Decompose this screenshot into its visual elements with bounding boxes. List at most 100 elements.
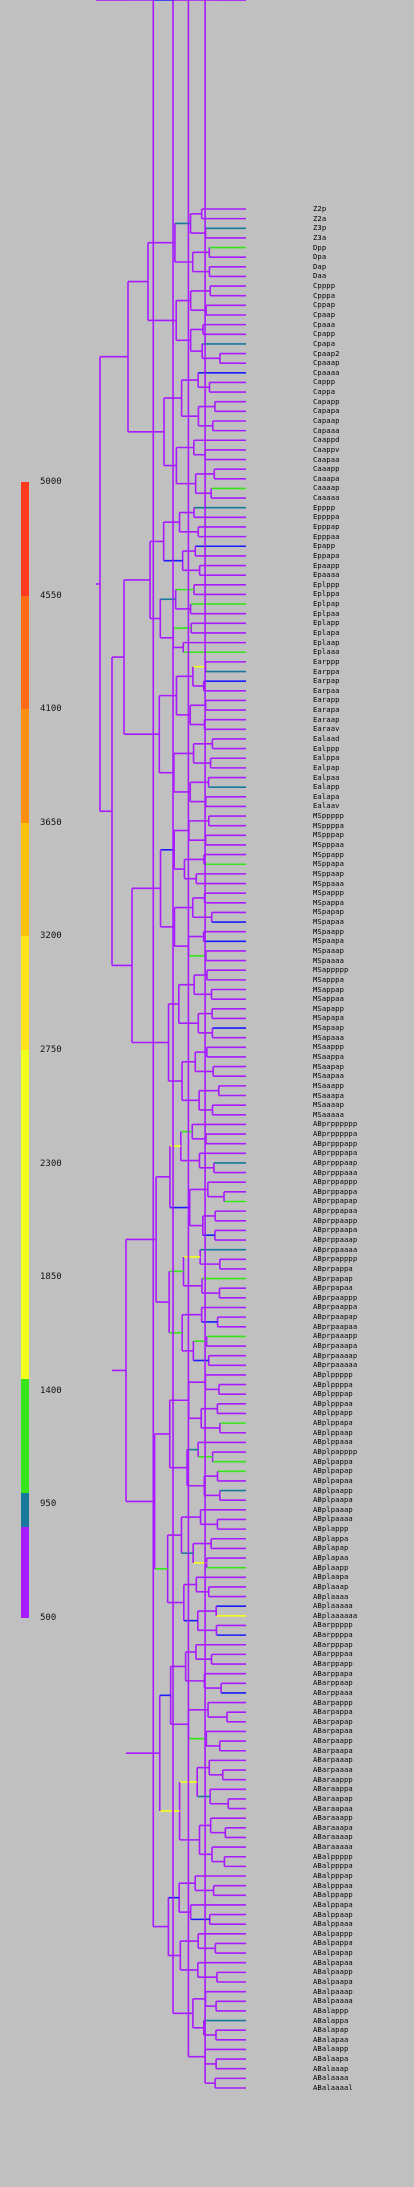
leaf-label: ABarppppp <box>313 1620 353 1630</box>
leaf-label: Cpppa <box>313 290 336 300</box>
leaf-label: Eplapp <box>313 618 340 628</box>
color-scale-band <box>21 1379 29 1494</box>
leaf-label: ABarppppa <box>313 1630 353 1640</box>
leaf-label: MSappap <box>313 984 344 994</box>
leaf-label: Z2p <box>313 204 327 213</box>
leaf-label: ABalpappa <box>313 1938 353 1948</box>
leaf-label: ABalaapp <box>313 2044 349 2054</box>
leaf-label: ABprpppppa <box>313 1129 358 1139</box>
leaf-label: MSpapaa <box>313 917 344 927</box>
leaf-label: Eppppa <box>313 512 340 522</box>
leaf-label: ABalappa <box>313 2015 349 2025</box>
leaf-label: Earpaa <box>313 685 340 695</box>
leaf-label: Eplppa <box>313 589 340 599</box>
color-scale-band <box>21 936 29 1050</box>
leaf-label: ABprpaaaap <box>313 1350 358 1360</box>
leaf-label: ABaraaapp <box>313 1813 353 1823</box>
leaf-label: Daa <box>313 271 327 281</box>
leaf-label: ABplppppp <box>313 1369 353 1379</box>
leaf-label: MSappppp <box>313 965 349 975</box>
leaf-label: ABprppaaap <box>313 1235 358 1245</box>
leaf-label: ABalpppap <box>313 1871 353 1880</box>
leaf-label: ABalapaa <box>313 2034 349 2044</box>
leaf-label: ABplpapaa <box>313 1475 353 1485</box>
leaf-label: ABarpaaaa <box>313 1765 353 1774</box>
leaf-label: MSaaapa <box>313 1090 344 1100</box>
leaf-label: Cpaaa <box>313 319 336 329</box>
leaf-label: Cpaap <box>313 309 336 319</box>
leaf-label: MSppppa <box>313 820 344 830</box>
color-scale-tick-label: 5000 <box>40 477 62 487</box>
leaf-label: Earaap <box>313 714 340 724</box>
leaf-label: Earppa <box>313 666 340 676</box>
leaf-label: Caappv <box>313 444 340 454</box>
leaf-label: MSpapap <box>313 907 344 917</box>
leaf-label: MSppppp <box>313 811 344 821</box>
leaf-label: ABplaaap <box>313 1581 349 1591</box>
leaf-label: Cpapp <box>313 329 336 339</box>
leaf-label: Cpaaaa <box>313 367 340 377</box>
leaf-label: ABaraappa <box>313 1784 353 1794</box>
leaf-label: Earapp <box>313 695 340 705</box>
leaf-label: ABprppaapp <box>313 1215 358 1225</box>
leaf-label: Eplapa <box>313 627 340 637</box>
leaf-label: ABplaapa <box>313 1572 349 1582</box>
color-scale-band <box>21 595 29 710</box>
leaf-label: MSaapaa <box>313 1071 344 1081</box>
leaf-label: ABprpppppp <box>313 1119 358 1129</box>
leaf-label: ABalaaaal <box>313 2083 353 2092</box>
leaf-label: Dpa <box>313 252 327 262</box>
leaf-label: ABarppapa <box>313 1668 353 1678</box>
leaf-label: Ealppa <box>313 753 340 763</box>
color-scale-tick-label: 500 <box>40 1613 57 1623</box>
leaf-label: MSpaaap <box>313 945 344 955</box>
leaf-label: Eplpaa <box>313 608 340 618</box>
leaf-label: ABarpppaa <box>313 1649 353 1659</box>
leaf-label: Eplppp <box>313 579 340 589</box>
leaf-label: Dap <box>313 261 327 271</box>
leaf-label: ABalppaaa <box>313 1919 353 1929</box>
leaf-label: MSppaap <box>313 868 344 878</box>
leaf-label: Epppp <box>313 502 336 512</box>
leaf-label: Earapa <box>313 705 340 715</box>
leaf-label: MSapapa <box>313 1013 344 1023</box>
leaf-label: ABalpaapp <box>313 1967 353 1977</box>
leaf-label: ABplpaaap <box>313 1504 353 1514</box>
leaf-label: ABplpapppp <box>313 1447 358 1457</box>
leaf-label: ABprpppapa <box>313 1148 358 1158</box>
leaf-label: ABplpppap <box>313 1389 353 1399</box>
leaf-label: ABalppppa <box>313 1861 353 1871</box>
leaf-label: ABalpppaa <box>313 1880 353 1890</box>
leaf-label: ABprpapaa <box>313 1283 353 1293</box>
leaf-label: ABplppaaa <box>313 1437 353 1447</box>
leaf-label: ABarpapaa <box>313 1726 353 1736</box>
leaf-label: ABarpaaap <box>313 1755 353 1765</box>
leaf-label: ABprpaaapa <box>313 1341 358 1351</box>
leaf-label: ABprppappa <box>313 1186 358 1196</box>
leaf-label: MSpappa <box>313 897 344 907</box>
leaf-label: ABalaaap <box>313 2063 349 2073</box>
leaf-label: Cppap <box>313 300 336 310</box>
leaf-label: Earppp <box>313 656 340 666</box>
leaf-label: ABarpappa <box>313 1707 353 1717</box>
leaf-label: ABplappp <box>313 1524 349 1534</box>
leaf-label: ABarpaapa <box>313 1745 353 1755</box>
leaf-label: ABalaaaa <box>313 2073 349 2083</box>
leaf-label: ABplapap <box>313 1543 349 1553</box>
leaf-label: ABalappp <box>313 2005 349 2015</box>
leaf-label: ABarppapp <box>313 1659 353 1669</box>
leaf-label: ABprpaapaa <box>313 1321 358 1331</box>
leaf-label: Earpap <box>313 676 340 686</box>
leaf-label: ABplaapp <box>313 1562 349 1572</box>
leaf-label: MSppapa <box>313 859 344 869</box>
leaf-label: ABprppapaa <box>313 1206 358 1216</box>
leaf-label: ABalpappp <box>313 1928 353 1938</box>
leaf-label: Ealppp <box>313 743 340 753</box>
leaf-label: Eplaaa <box>313 647 340 657</box>
leaf-label: Caaapp <box>313 464 340 474</box>
leaf-label: ABalppapa <box>313 1899 353 1909</box>
color-scale-bar <box>21 482 29 1618</box>
leaf-label: ABarppaaa <box>313 1687 353 1697</box>
leaf-label: Epaapp <box>313 560 340 570</box>
leaf-label: ABprpaaaaa <box>313 1360 358 1370</box>
